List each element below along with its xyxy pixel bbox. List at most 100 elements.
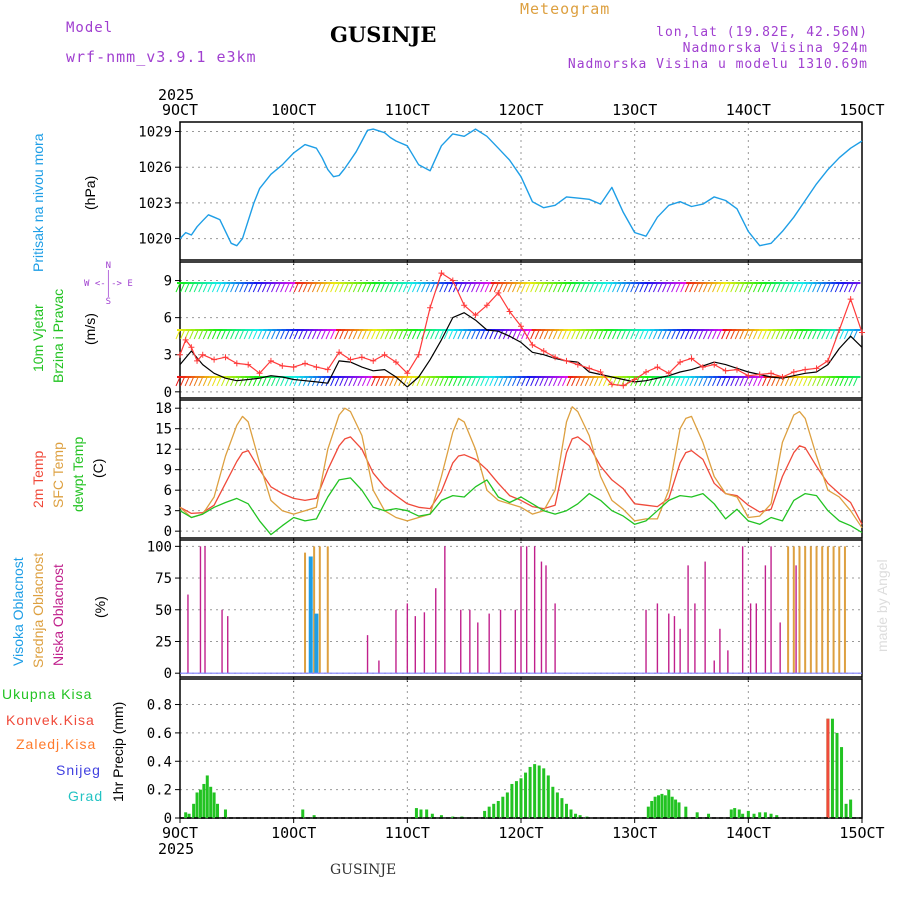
wind-barb bbox=[343, 376, 349, 387]
wind-barb bbox=[752, 376, 758, 387]
model-label: Model bbox=[66, 20, 114, 36]
wind-barb bbox=[484, 376, 490, 387]
wind-barb bbox=[689, 329, 695, 340]
wind-barb bbox=[562, 282, 567, 293]
wind-barb bbox=[534, 329, 540, 340]
wind-gust-marker bbox=[597, 369, 604, 376]
wind-barb bbox=[461, 282, 467, 293]
wind-barb bbox=[330, 282, 336, 293]
wind-barb bbox=[193, 376, 199, 387]
wind-barb bbox=[639, 329, 645, 340]
wind-barb bbox=[562, 376, 567, 387]
wind-barb bbox=[457, 282, 463, 293]
precip-bar bbox=[555, 792, 559, 818]
wind-gust-marker bbox=[802, 366, 809, 373]
wind-barb bbox=[643, 376, 649, 387]
wind-barb bbox=[243, 376, 249, 387]
wind-barb bbox=[571, 376, 577, 387]
wind-barb bbox=[280, 376, 286, 387]
wind-barb bbox=[575, 376, 581, 387]
precip-bar bbox=[741, 813, 745, 818]
wind-barb bbox=[725, 376, 731, 387]
wind-barb bbox=[712, 376, 717, 387]
wind-barb bbox=[302, 376, 308, 387]
wind-barb bbox=[730, 376, 736, 387]
wind-barb bbox=[666, 282, 672, 293]
wind-barb bbox=[243, 282, 249, 293]
precip-bar bbox=[198, 789, 202, 818]
wind-barb bbox=[198, 329, 204, 340]
wind-barb bbox=[257, 282, 263, 293]
wind-barb bbox=[589, 329, 595, 340]
wind-barb bbox=[548, 282, 554, 293]
precip-bar bbox=[510, 783, 514, 818]
precip-bar bbox=[650, 800, 654, 818]
wind-barb bbox=[180, 282, 186, 293]
wind-barb bbox=[375, 282, 381, 293]
wind-barb bbox=[816, 376, 822, 387]
wind-barb bbox=[734, 329, 740, 340]
wind-gust-marker bbox=[756, 371, 763, 378]
wind-gust-marker bbox=[529, 341, 536, 348]
wind-gust-marker bbox=[813, 365, 820, 372]
wind-barb bbox=[798, 376, 804, 387]
precip-bar bbox=[569, 809, 573, 818]
wind-barb bbox=[298, 376, 304, 387]
wind-barb bbox=[516, 376, 522, 387]
wind-barb bbox=[530, 329, 536, 340]
wind-barb bbox=[825, 329, 831, 340]
wind-barb bbox=[548, 376, 554, 387]
wind-barb bbox=[316, 282, 322, 293]
y-tick-label-temperature-4: 12 bbox=[155, 442, 172, 458]
wind-barb bbox=[721, 282, 727, 293]
wind-barb bbox=[543, 376, 549, 387]
wind-gust-marker bbox=[358, 354, 365, 361]
precip-bar bbox=[844, 803, 848, 818]
wind-barb bbox=[802, 282, 808, 293]
wind-barb bbox=[280, 282, 286, 293]
wind-barb bbox=[752, 329, 758, 340]
precip-bar bbox=[670, 796, 674, 818]
wind-barb bbox=[775, 282, 781, 293]
wind-barb bbox=[539, 282, 545, 293]
tsfc-line bbox=[179, 406, 863, 529]
wind-barb bbox=[475, 282, 481, 293]
wind-barb bbox=[657, 282, 663, 293]
x-tick-top-6: 15OCT bbox=[839, 101, 884, 119]
wind-barb bbox=[207, 282, 213, 293]
wind-barb bbox=[393, 282, 399, 293]
wind-barb bbox=[257, 329, 263, 340]
wind-barb bbox=[843, 282, 849, 293]
wind-barb bbox=[498, 329, 504, 340]
wind-barb bbox=[175, 329, 181, 340]
wind-barb bbox=[439, 329, 445, 340]
wind-barb bbox=[375, 329, 381, 340]
wind-barb bbox=[511, 376, 517, 387]
wind-gust-marker bbox=[449, 277, 456, 284]
wind-barb bbox=[407, 282, 413, 293]
wind-barb bbox=[275, 329, 281, 340]
wind-barb bbox=[416, 329, 422, 340]
precip-bar bbox=[660, 793, 664, 818]
wind-barb bbox=[261, 376, 267, 387]
precip-bar bbox=[533, 764, 537, 818]
wind-barb bbox=[598, 376, 604, 387]
wind-barb bbox=[762, 282, 767, 293]
wind-barb bbox=[489, 329, 495, 340]
wind-gust-marker bbox=[245, 361, 252, 368]
precip-bar bbox=[677, 802, 681, 818]
wind-barb bbox=[343, 329, 349, 340]
precip-bar bbox=[564, 803, 568, 818]
wind-barb bbox=[421, 282, 426, 293]
wind-barb bbox=[466, 329, 472, 340]
wind-barb bbox=[775, 329, 781, 340]
precip-bar bbox=[528, 766, 532, 818]
wind-gust-marker bbox=[608, 381, 615, 388]
precip-bar bbox=[301, 809, 305, 818]
wind-barb bbox=[489, 376, 495, 387]
wind-barb bbox=[693, 329, 699, 340]
wind-barb bbox=[748, 376, 754, 387]
altitude-model-label: Nadmorska Visina u modelu 1310.69m bbox=[567, 57, 868, 72]
wind-barb bbox=[589, 376, 595, 387]
precip-bar bbox=[419, 809, 423, 818]
